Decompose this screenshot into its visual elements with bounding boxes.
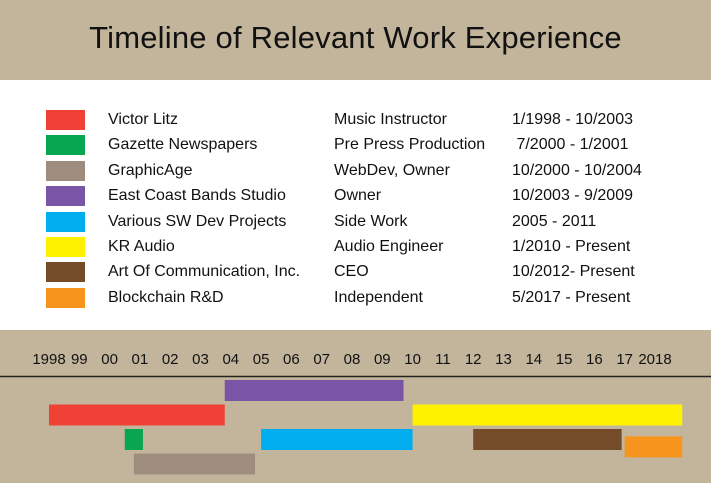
x-tick-label: 2018	[638, 351, 671, 368]
x-tick-label: 02	[162, 351, 179, 368]
legend-row: Gazette Newspapers Pre Press Production 7…	[0, 133, 711, 158]
legend-row: KR Audio Audio Engineer 1/2010 - Present	[0, 235, 711, 260]
timeline-bar	[412, 404, 683, 426]
x-tick-label: 08	[344, 351, 361, 368]
x-axis-ticks: 1998 99 00 01 02 03 04 05 06 07 08 09 10 11 12 13 14 15 16…	[32, 351, 671, 368]
x-tick-label: 11	[435, 351, 451, 368]
legend-dates: 2005 - 2011	[512, 212, 597, 230]
timeline-bar	[224, 380, 404, 401]
x-tick-label: 13	[495, 351, 512, 368]
legend-role: Side Work	[334, 212, 408, 230]
x-tick-label: 01	[132, 351, 149, 368]
legend-role: Music Instructor	[334, 111, 447, 128]
timeline-bars	[49, 380, 683, 475]
legend-company: KR Audio	[108, 238, 175, 255]
legend: Victor Litz Music Instructor 1/1998 - 10/2…	[0, 108, 711, 311]
timeline-bar	[133, 453, 256, 475]
legend-role: Pre Press Production	[334, 136, 486, 154]
legend-dates: 10/2012- Present	[512, 263, 635, 281]
x-tick-label: 04	[222, 351, 239, 368]
legend-swatch	[46, 287, 85, 308]
x-tick-label: 05	[253, 351, 270, 368]
legend-dates: 10/2000 - 10/2004	[512, 161, 642, 179]
timeline-bar	[124, 429, 143, 450]
legend-role: Independent	[334, 288, 423, 306]
timeline-bar	[473, 429, 622, 450]
x-tick-label: 06	[283, 351, 300, 368]
x-tick-label: 09	[374, 351, 391, 368]
x-tick-label: 15	[556, 351, 573, 368]
timeline-bar	[624, 436, 683, 458]
timeline-bar	[261, 429, 413, 450]
x-tick-label: 00	[101, 351, 118, 368]
legend-swatch	[46, 262, 85, 283]
x-tick-label: 99	[71, 351, 88, 368]
page-title: Timeline of Relevant Work Experience	[89, 20, 622, 55]
legend-company: GraphicAge	[108, 161, 193, 179]
legend-swatch	[46, 237, 85, 257]
legend-role: Owner	[334, 187, 382, 205]
legend-row: East Coast Bands Studio Owner 10/2003 - 9/…	[0, 184, 711, 209]
timeline-bar	[49, 404, 225, 426]
timeline-chart: 1998 99 00 01 02 03 04 05 06 07 08 09 10 11 12 13 14 15 16…	[0, 351, 711, 475]
legend-dates: 1/1998 - 10/2003	[512, 111, 633, 128]
legend-swatch	[46, 110, 85, 130]
legend-company: Victor Litz	[108, 111, 178, 128]
x-tick-label: 16	[586, 351, 603, 368]
legend-dates: 1/2010 - Present	[512, 238, 631, 255]
legend-dates: 5/2017 - Present	[512, 288, 631, 306]
legend-swatch	[46, 186, 85, 207]
legend-dates: 10/2003 - 9/2009	[512, 187, 633, 205]
legend-row: Art Of Communication, Inc. CEO 10/2012- Pr…	[0, 260, 711, 285]
legend-swatch	[46, 135, 85, 156]
legend-role: WebDev, Owner	[334, 161, 450, 179]
legend-company: Gazette Newspapers	[108, 136, 258, 154]
legend-company: Art Of Communication, Inc.	[108, 263, 301, 281]
header-band: Timeline of Relevant Work Experience	[0, 0, 711, 80]
x-tick-label: 03	[192, 351, 209, 368]
x-tick-label: 12	[465, 351, 482, 368]
legend-row: Victor Litz Music Instructor 1/1998 - 10/2…	[0, 108, 711, 133]
legend-dates: 7/2000 - 1/2001	[512, 136, 629, 154]
legend-company: Various SW Dev Projects	[108, 212, 287, 230]
legend-role: Audio Engineer	[334, 238, 444, 255]
x-tick-label: 10	[404, 351, 421, 368]
legend-swatch	[46, 160, 85, 181]
legend-row: GraphicAge WebDev, Owner 10/2000 - 10/2004	[0, 159, 711, 184]
x-tick-label: 1998	[32, 351, 65, 368]
legend-row: Blockchain R&D Independent 5/2017 - Presen…	[0, 286, 711, 311]
x-tick-label: 14	[525, 351, 542, 368]
legend-company: Blockchain R&D	[108, 288, 224, 306]
x-tick-label: 07	[313, 351, 330, 368]
legend-row: Various SW Dev Projects Side Work 2005 - 2…	[0, 210, 711, 235]
legend-role: CEO	[334, 263, 369, 281]
legend-company: East Coast Bands Studio	[108, 187, 286, 205]
x-tick-label: 17	[616, 351, 633, 368]
legend-swatch	[46, 211, 85, 232]
